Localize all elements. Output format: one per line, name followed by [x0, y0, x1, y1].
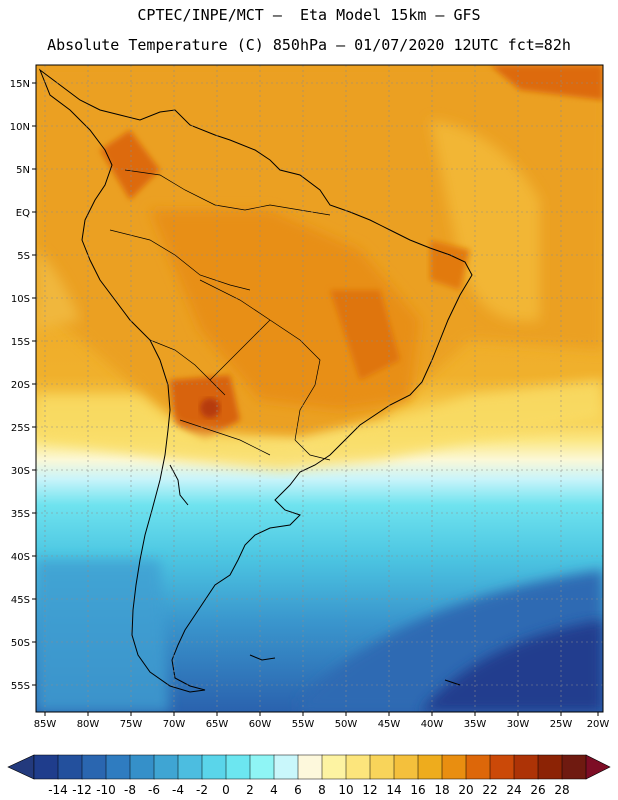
colorbar-label: 20 — [458, 783, 473, 797]
lat-label: 40S — [11, 552, 30, 563]
colorbar-under-arrow — [7, 754, 35, 780]
colorbar-segment — [345, 754, 371, 780]
lon-label: 50W — [335, 719, 358, 730]
coastline — [38, 68, 473, 693]
lon-label: 80W — [77, 719, 100, 730]
colorbar-segment — [249, 754, 275, 780]
lon-label: 55W — [292, 719, 315, 730]
longitude-labels: 85W 80W 75W 70W 65W 60W 55W 50W 45W 40W … — [34, 719, 610, 730]
colorbar-segment — [441, 754, 467, 780]
colorbar: -14 -12 -10 -8 -6 -4 -2 0 2 4 6 8 10 12 14 16 18 20 22 24 26… — [7, 754, 611, 797]
country-borders — [109, 169, 331, 461]
colorbar-label: 10 — [338, 783, 353, 797]
lon-label: 65W — [206, 719, 229, 730]
lat-label: 15N — [10, 79, 30, 90]
colorbar-segments — [33, 754, 587, 780]
lon-label: 85W — [34, 719, 57, 730]
colorbar-label: 26 — [530, 783, 545, 797]
lat-label: 15S — [11, 337, 30, 348]
lon-label: 60W — [249, 719, 272, 730]
colorbar-segment — [177, 754, 203, 780]
chart-title-line-2: Absolute Temperature (C) 850hPa – 01/07/… — [47, 36, 571, 54]
lon-label: 35W — [464, 719, 487, 730]
lon-label: 75W — [120, 719, 143, 730]
lat-label: 50S — [11, 638, 30, 649]
colorbar-label: 2 — [246, 783, 254, 797]
colorbar-label: 22 — [482, 783, 497, 797]
temperature-field — [36, 65, 603, 712]
colorbar-segment — [393, 754, 419, 780]
colorbar-label: 0 — [222, 783, 230, 797]
colorbar-segment — [57, 754, 83, 780]
lon-label: 25W — [550, 719, 573, 730]
latitude-labels: 15N 10N 5N EQ 5S 10S 15S 20S 25S 30S 35S… — [10, 79, 30, 692]
colorbar-label: 4 — [270, 783, 278, 797]
colorbar-label: -6 — [148, 783, 160, 797]
lon-label: 30W — [507, 719, 530, 730]
colorbar-label: 8 — [318, 783, 326, 797]
lat-label: 45S — [11, 595, 30, 606]
lat-label: 10N — [10, 122, 30, 133]
colorbar-label: -4 — [172, 783, 184, 797]
colorbar-labels: -14 -12 -10 -8 -6 -4 -2 0 2 4 6 8 10 12 14 16 18 20 22 24 26… — [48, 783, 569, 797]
colorbar-segment — [465, 754, 491, 780]
lat-label: 25S — [11, 423, 30, 434]
colorbar-segment — [105, 754, 131, 780]
colorbar-segment — [561, 754, 587, 780]
colorbar-segment — [129, 754, 155, 780]
colorbar-label: 16 — [410, 783, 425, 797]
colorbar-label: -12 — [72, 783, 92, 797]
lat-label: 55S — [11, 681, 30, 692]
colorbar-segment — [201, 754, 227, 780]
colorbar-label: -8 — [124, 783, 136, 797]
lat-label: 30S — [11, 466, 30, 477]
lat-label: 5S — [17, 251, 30, 262]
chart-title-line-1: CPTEC/INPE/MCT – Eta Model 15km – GFS — [137, 6, 481, 24]
colorbar-label: 28 — [554, 783, 569, 797]
colorbar-over-arrow — [585, 754, 611, 780]
lon-label: 20W — [587, 719, 610, 730]
colorbar-segment — [369, 754, 395, 780]
lat-label: 20S — [11, 380, 30, 391]
colorbar-label: 18 — [434, 783, 449, 797]
colorbar-label: -2 — [196, 783, 208, 797]
colorbar-label: -14 — [48, 783, 68, 797]
lat-label: 5N — [16, 165, 30, 176]
colorbar-segment — [153, 754, 179, 780]
colorbar-segment — [537, 754, 563, 780]
colorbar-segment — [33, 754, 59, 780]
colorbar-segment — [297, 754, 323, 780]
lon-label: 40W — [421, 719, 444, 730]
colorbar-segment — [321, 754, 347, 780]
colorbar-label: -10 — [96, 783, 116, 797]
colorbar-label: 6 — [294, 783, 302, 797]
axis-ticks — [32, 82, 599, 716]
colorbar-segment — [81, 754, 107, 780]
colorbar-segment — [417, 754, 443, 780]
lat-label: 35S — [11, 509, 30, 520]
colorbar-label: 24 — [506, 783, 521, 797]
map-frame — [35, 64, 604, 713]
lon-label: 45W — [378, 719, 401, 730]
colorbar-segment — [513, 754, 539, 780]
colorbar-segment — [225, 754, 251, 780]
colorbar-segment — [273, 754, 299, 780]
lon-label: 70W — [163, 719, 186, 730]
lat-label: EQ — [16, 208, 30, 219]
lat-label: 10S — [11, 294, 30, 305]
colorbar-label: 12 — [362, 783, 377, 797]
colorbar-segment — [489, 754, 515, 780]
colorbar-label: 14 — [386, 783, 401, 797]
